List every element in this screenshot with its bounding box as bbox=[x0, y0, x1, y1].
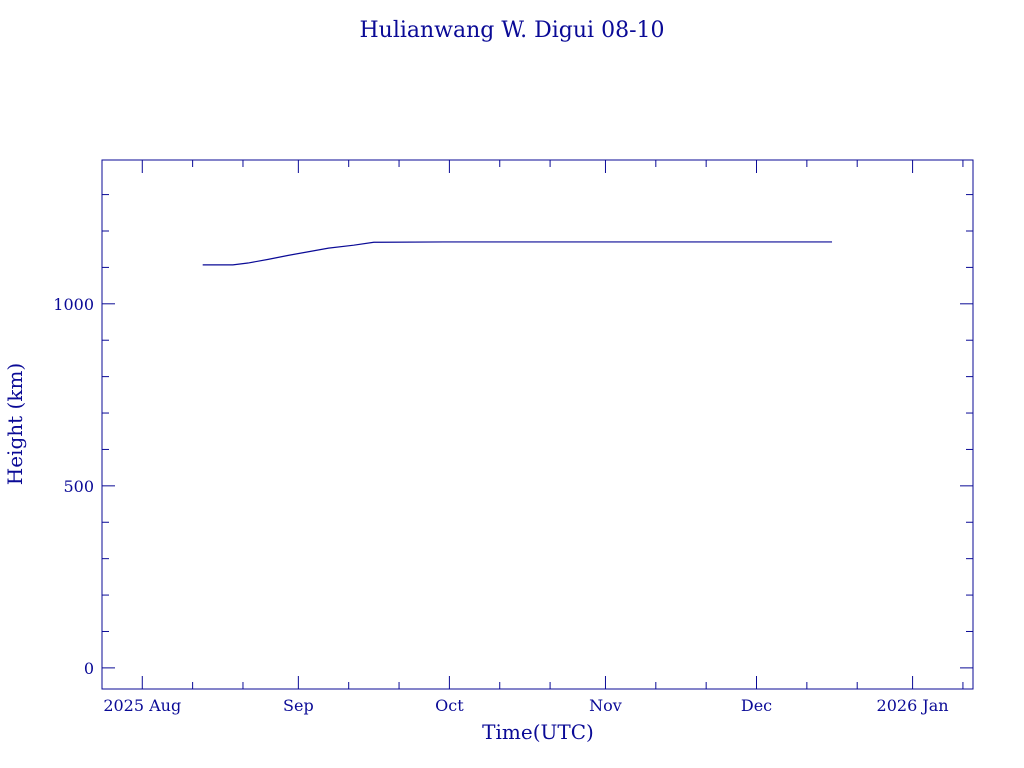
axis-ticks bbox=[102, 160, 973, 689]
x-tick-label: 2026 Jan bbox=[877, 696, 949, 715]
y-axis-label: Height (km) bbox=[3, 363, 27, 485]
x-tick-label: Oct bbox=[435, 696, 464, 715]
series-line bbox=[202, 241, 833, 266]
x-tick-label: Dec bbox=[741, 696, 772, 715]
x-tick-label: Nov bbox=[589, 696, 622, 715]
x-axis-label: Time(UTC) bbox=[482, 720, 594, 744]
tick-labels: 2025 Aug Sep Oct Nov Dec 2026 Jan 0 500 1000 bbox=[53, 295, 948, 715]
y-tick-label: 0 bbox=[84, 659, 94, 678]
x-tick-label: Sep bbox=[283, 696, 314, 715]
y-tick-label: 500 bbox=[63, 477, 94, 496]
x-tick-label: 2025 Aug bbox=[103, 696, 181, 715]
y-tick-label: 1000 bbox=[53, 295, 94, 314]
chart-title: Hulianwang W. Digui 08-10 bbox=[359, 18, 664, 43]
plot-frame bbox=[101, 159, 974, 690]
